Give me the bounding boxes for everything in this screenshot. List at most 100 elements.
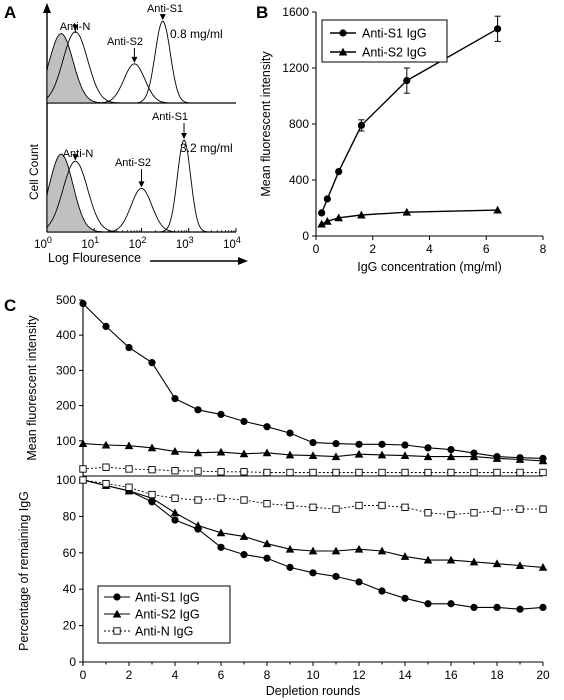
c2-point-series-0 (102, 322, 110, 330)
c2-point-series-2 (148, 466, 156, 474)
c3-point-series-1 (354, 544, 364, 553)
c2-point-series-1 (469, 452, 479, 461)
c2-point-series-1 (262, 448, 272, 457)
b-x-label: IgG concentration (mg/ml) (357, 260, 502, 274)
tick-exp: 3 (189, 235, 194, 245)
c2-point-series-0 (171, 394, 179, 403)
b-y-label: Mean fluorescent intensity (259, 51, 273, 197)
c2-point-series-1 (377, 450, 387, 459)
b-x-tick-label: 6 (483, 242, 490, 256)
c2-point-series-1 (78, 439, 88, 448)
c2-point-series-1 (515, 455, 525, 463)
c3-point-series-0 (539, 603, 547, 612)
b-y-tick-label: 400 (289, 173, 309, 187)
c2-point-series-2 (217, 468, 225, 476)
c3-y-label: Percentage of remaining IgG (17, 491, 31, 651)
c3-x-tick-label: 20 (536, 668, 550, 682)
c2-point-series-0 (194, 406, 202, 414)
tick-exp: 1 (94, 235, 99, 245)
c3-x-tick-label: 10 (306, 668, 320, 682)
c2-line-series-2 (82, 466, 543, 473)
c2-point-series-1 (331, 452, 341, 461)
c2-point-series-2 (79, 465, 87, 473)
a1-label-anti-s2: Anti-S2 (107, 36, 143, 48)
c2-point-series-0 (401, 441, 409, 449)
c2-point-series-0 (263, 423, 271, 431)
panel-a-label: A (4, 3, 16, 22)
b-y-tick-label: 1600 (282, 5, 309, 19)
c3-point-series-1 (469, 557, 479, 566)
c3-point-series-0 (516, 605, 524, 613)
b-point-series-1 (317, 219, 326, 228)
c-legend-label-1: Anti-S2 IgG (135, 608, 200, 622)
c3-point-series-0 (493, 603, 501, 612)
c3-point-series-0 (470, 603, 478, 612)
c3-point-series-0 (171, 516, 179, 524)
a1-peak-anti-s1 (47, 20, 232, 104)
c2-point-series-1 (446, 452, 456, 461)
c3-point-series-2 (355, 501, 363, 510)
c2-y-label: Mean fluorescent intensity (25, 315, 39, 461)
c2-point-series-0 (332, 440, 340, 448)
c3-x-tick-label: 4 (172, 668, 179, 682)
b-point-series-1 (357, 210, 366, 219)
c2-point-series-1 (538, 456, 548, 465)
a1-label-anti-s1: Anti-S1 (147, 3, 183, 15)
c2-point-series-2 (470, 468, 478, 477)
c2-point-series-2 (286, 468, 294, 477)
a1-concentration: 0.8 mg/ml (170, 27, 223, 41)
a-x-tick-label: 103 (176, 235, 194, 251)
a1-arrowhead-anti-s2 (131, 56, 138, 63)
c2-point-series-0 (309, 438, 317, 447)
a2-concentration: 3.2 mg/ml (180, 141, 233, 155)
c3-x-tick-label: 6 (218, 668, 225, 682)
c2-point-series-0 (447, 446, 455, 454)
c3-point-series-2 (378, 501, 386, 510)
c2-y-tick-label: 500 (56, 293, 76, 307)
c3-point-series-1 (492, 559, 502, 568)
c3-point-series-2 (217, 494, 225, 502)
c3-point-series-0 (263, 554, 271, 562)
c3-point-series-2 (125, 483, 133, 491)
c2-point-series-2 (194, 467, 202, 475)
c3-point-series-1 (446, 555, 456, 564)
c3-point-series-1 (239, 532, 249, 540)
c3-point-series-0 (401, 594, 409, 602)
c3-point-series-2 (240, 496, 248, 504)
c2-point-series-1 (124, 441, 134, 450)
c3-point-series-2 (79, 476, 87, 484)
b-x-tick-label: 2 (369, 242, 376, 256)
c3-point-series-0 (355, 578, 363, 586)
b-point-series-1 (493, 205, 502, 214)
tick-exp: 0 (47, 235, 52, 245)
b-point-series-1 (323, 217, 332, 225)
a2-label-anti-s1: Anti-S1 (152, 111, 188, 123)
c3-y-tick-label: 60 (63, 546, 77, 560)
a2-label-anti-s2: Anti-S2 (115, 157, 151, 169)
c3-x-tick-label: 12 (352, 668, 366, 682)
c2-point-series-1 (308, 451, 318, 460)
a2-label-anti-n: Anti-N (63, 148, 94, 160)
b-point-series-0 (335, 168, 343, 176)
c2-point-series-0 (378, 440, 386, 448)
c3-point-series-1 (308, 546, 318, 555)
c3-x-tick-label: 0 (80, 668, 87, 682)
b-point-series-1 (402, 207, 412, 216)
c3-x-tick-label: 2 (126, 668, 133, 682)
c3-point-series-0 (240, 551, 248, 559)
b-y-tick-label: 0 (302, 229, 309, 243)
a-x-label: Log Flouresence (48, 251, 141, 265)
b-point-series-0 (318, 209, 326, 217)
c2-point-series-1 (170, 447, 180, 455)
c3-point-series-2 (424, 509, 432, 517)
tick-exp: 4 (236, 235, 241, 245)
c2-point-series-1 (285, 450, 295, 459)
b-point-series-0 (494, 25, 502, 33)
c3-point-series-0 (217, 543, 225, 551)
c2-point-series-2 (539, 468, 547, 477)
c3-point-series-1 (538, 563, 548, 571)
b-point-series-0 (323, 195, 331, 203)
c2-point-series-2 (332, 468, 340, 477)
c2-point-series-1 (101, 440, 111, 449)
c3-y-tick-label: 100 (56, 473, 76, 487)
